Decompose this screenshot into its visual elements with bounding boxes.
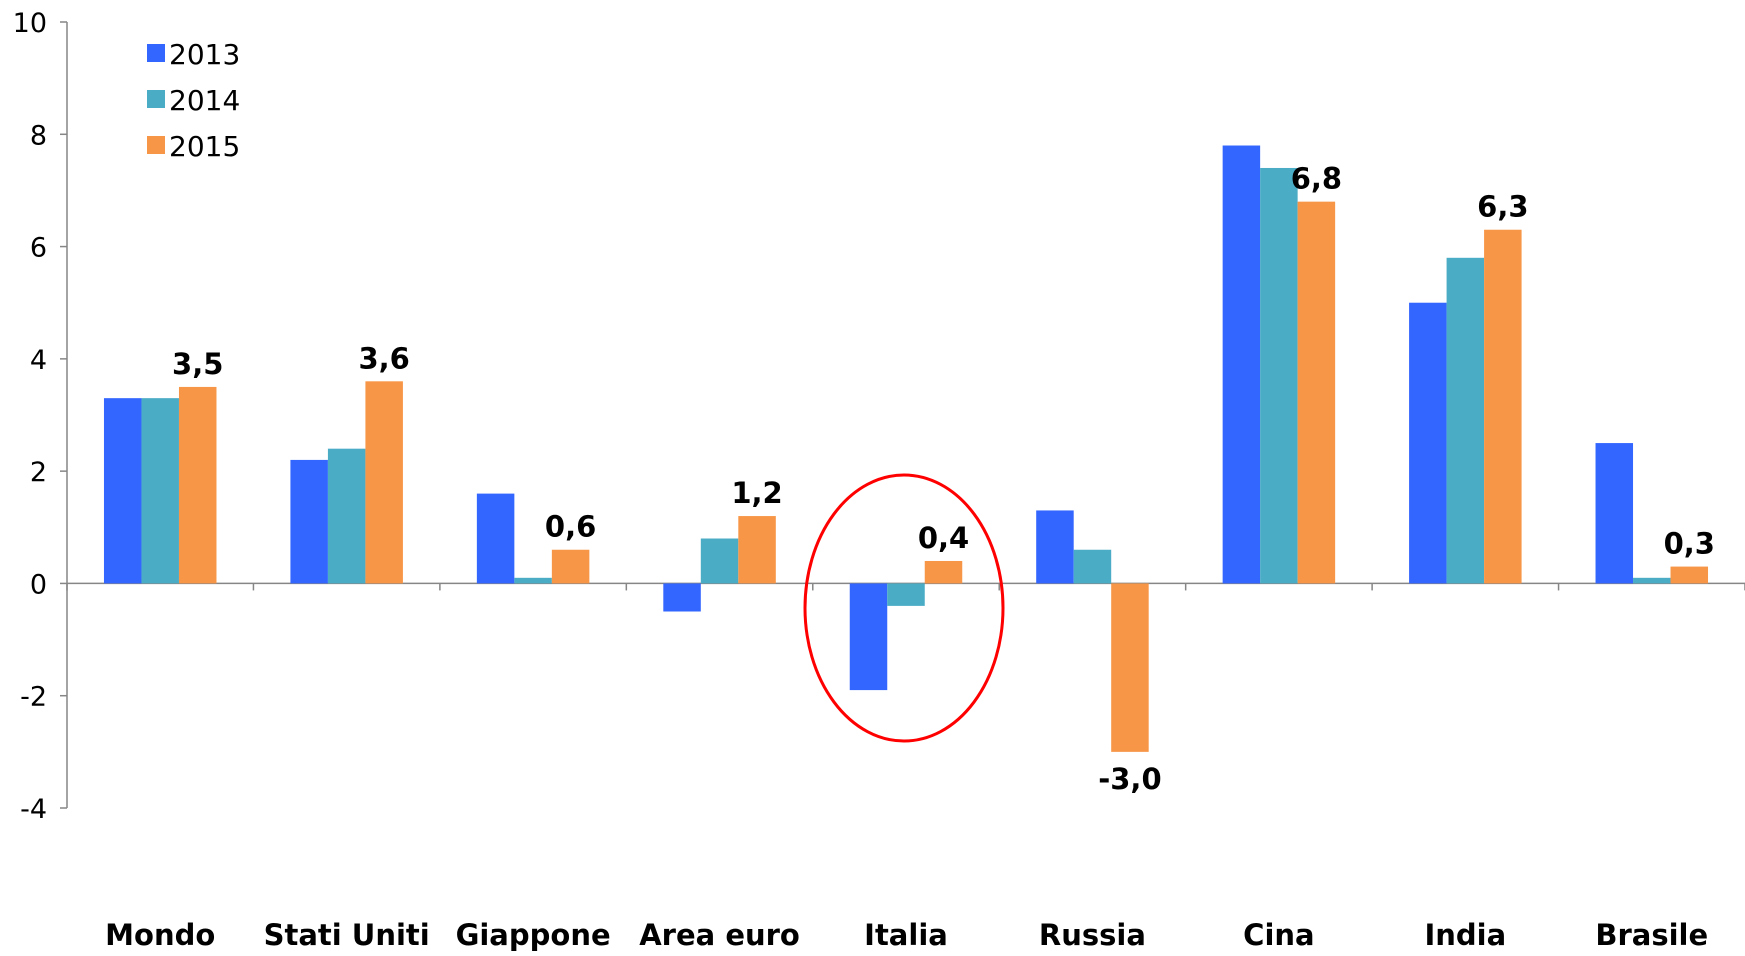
y-tick-label: -2 — [20, 682, 47, 713]
bars — [103, 145, 1709, 752]
legend-swatch — [147, 136, 165, 154]
bar-2014-india — [1446, 257, 1485, 584]
bar-2014-cina — [1260, 167, 1298, 584]
y-tick-label: 0 — [30, 569, 47, 600]
data-label: 6,3 — [1477, 190, 1528, 224]
bar-2015-cina — [1297, 201, 1336, 584]
data-label: 6,8 — [1291, 162, 1342, 196]
data-label: 0,6 — [545, 510, 596, 544]
data-labels: 3,5 3,6 0,6 1,2 0,4 -3,0 6,8 6,3 0,3 — [172, 162, 1715, 796]
bar-2014-italia — [887, 583, 925, 606]
category-label: Giappone — [456, 918, 611, 952]
bar-2013-russia — [1036, 510, 1074, 584]
y-tick-label: 10 — [13, 8, 47, 39]
bar-2015-giappone — [551, 549, 590, 584]
category-label: Cina — [1243, 918, 1314, 952]
bar-2013-stati-uniti — [290, 459, 328, 584]
data-label: 0,3 — [1664, 527, 1715, 561]
bar-2013-area-euro — [663, 583, 701, 612]
data-label: 3,5 — [172, 347, 223, 381]
bar-2013-giappone — [476, 493, 515, 584]
data-label: 3,6 — [358, 341, 409, 375]
y-tick-label: -4 — [20, 794, 47, 825]
bar-2014-area-euro — [700, 538, 739, 584]
bar-2015-mondo — [178, 386, 217, 584]
legend-label: 2013 — [169, 38, 240, 71]
bar-2014-mondo — [141, 398, 179, 584]
bar-2015-stati-uniti — [365, 381, 403, 584]
bar-2015-india — [1484, 229, 1522, 584]
bar-2014-stati-uniti — [327, 448, 366, 584]
bar-2013-india — [1409, 302, 1447, 584]
category-label: Stati Uniti — [264, 918, 430, 952]
category-label: Italia — [864, 918, 948, 952]
category-label: Area euro — [639, 918, 800, 952]
y-tick-label: 2 — [30, 457, 47, 488]
bar-2015-brasile — [1670, 566, 1709, 584]
y-tick-label: 4 — [30, 345, 47, 376]
legend-swatch — [147, 44, 165, 62]
bar-2013-cina — [1222, 145, 1261, 584]
bar-2014-brasile — [1633, 577, 1671, 584]
bar-2013-italia — [849, 583, 888, 691]
legend: 2013 2014 2015 — [147, 38, 240, 163]
category-label: India — [1424, 918, 1506, 952]
data-label: 0,4 — [918, 521, 969, 555]
category-label: Mondo — [105, 918, 215, 952]
bar-2013-mondo — [103, 398, 142, 584]
y-tick-label: 8 — [30, 120, 47, 151]
bar-2013-brasile — [1595, 443, 1634, 584]
category-label: Brasile — [1595, 918, 1708, 952]
bar-2014-giappone — [514, 577, 552, 584]
legend-label: 2015 — [169, 130, 240, 163]
y-tick-label: 6 — [30, 233, 47, 264]
bar-2015-area-euro — [738, 516, 776, 584]
category-label: Russia — [1039, 918, 1146, 952]
highlight-ellipse — [803, 473, 1005, 743]
data-label: -3,0 — [1098, 762, 1161, 796]
data-label: 1,2 — [731, 476, 782, 510]
legend-label: 2014 — [169, 84, 240, 117]
bar-2015-russia — [1111, 583, 1149, 752]
annotations — [803, 473, 1005, 743]
bar-2015-italia — [924, 560, 963, 584]
axes: -4 -2 0 2 4 6 8 10 Mondo Stati Uniti Giappone Area … — [13, 8, 1745, 952]
bar-2014-russia — [1073, 549, 1112, 584]
legend-swatch — [147, 90, 165, 108]
